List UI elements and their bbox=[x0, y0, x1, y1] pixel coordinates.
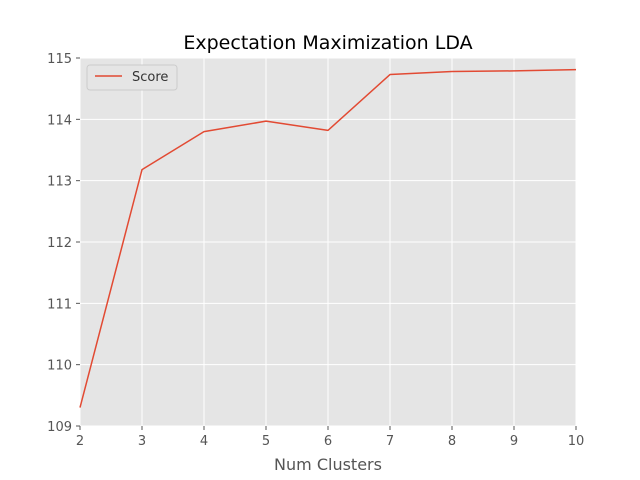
y-tick-label: 109 bbox=[47, 420, 72, 435]
y-tick-label: 110 bbox=[47, 359, 72, 374]
x-tick-label: 6 bbox=[324, 434, 332, 449]
axis-ticks: 2 3 4 5 6 7 8 9 10 109 110 111 112 113 114 115 bbox=[47, 52, 584, 449]
y-tick-label: 111 bbox=[47, 297, 72, 312]
series-layer bbox=[79, 68, 577, 408]
x-tick-label: 8 bbox=[448, 434, 456, 449]
x-tick-label: 10 bbox=[568, 434, 585, 449]
x-tick-label: 3 bbox=[138, 434, 146, 449]
x-tick-label: 9 bbox=[510, 434, 518, 449]
y-tick-label: 114 bbox=[47, 113, 72, 128]
legend-box bbox=[86, 64, 178, 91]
x-tick-label: 7 bbox=[386, 434, 394, 449]
x-tick-label: 2 bbox=[76, 434, 84, 449]
x-tick-label: 5 bbox=[262, 434, 270, 449]
x-tick-label: 4 bbox=[200, 434, 208, 449]
legend: Score bbox=[86, 64, 178, 91]
y-tick-label: 113 bbox=[47, 175, 72, 190]
legend-label-score: Score bbox=[132, 70, 168, 85]
y-tick-label: 112 bbox=[47, 236, 72, 251]
y-tick-label: 115 bbox=[47, 52, 72, 67]
x-axis-label: Num Clusters bbox=[274, 455, 382, 474]
chart-title: Expectation Maximization LDA bbox=[183, 32, 472, 54]
